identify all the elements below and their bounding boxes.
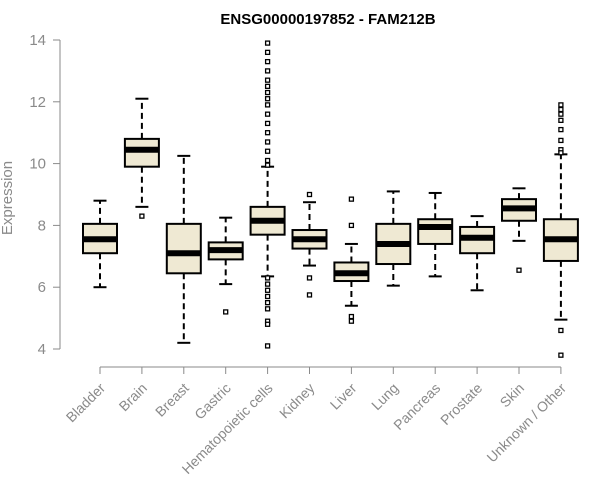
outlier-point (558, 352, 564, 358)
box-series (82, 40, 579, 358)
box-brain (123, 97, 160, 219)
y-tick-label: 12 (29, 94, 46, 111)
outlier-point (264, 49, 271, 56)
x-tick-label: Unknown / Other (483, 380, 569, 466)
iqr-box (417, 218, 454, 245)
outlier-point (558, 126, 564, 133)
y-tick-label: 4 (38, 341, 46, 358)
outlier-point (306, 275, 313, 281)
box-lung (375, 190, 412, 287)
x-tick-label: Liver (327, 380, 360, 413)
y-tick-label: 6 (38, 279, 46, 296)
outlier-point (264, 343, 271, 349)
outlier-point (558, 117, 564, 123)
x-tick-label: Prostate (437, 380, 485, 428)
iqr-box (123, 137, 160, 168)
outlier-point (516, 267, 522, 273)
outlier-point (264, 77, 271, 83)
outlier-point (139, 213, 145, 219)
x-tick-label: Breast (152, 380, 192, 420)
outlier-point (306, 292, 313, 298)
x-tick-label: Lung (368, 380, 401, 413)
box-gastric (207, 216, 244, 315)
box-breast (165, 154, 202, 344)
outlier-point (264, 96, 271, 102)
outlier-point (348, 222, 355, 229)
outlier-point (264, 89, 271, 96)
iqr-box (165, 222, 202, 275)
box-hematopoietic-cells (249, 40, 286, 349)
outlier-point (558, 137, 564, 144)
outlier-point (558, 102, 564, 108)
box-unknown-other (542, 102, 579, 358)
x-tick-label: Brain (116, 380, 150, 414)
box-bladder (82, 199, 118, 289)
y-axis-label: Expression (0, 161, 16, 235)
outlier-point (264, 139, 271, 145)
outlier-point (264, 83, 271, 89)
outlier-point (264, 157, 271, 164)
outlier-point (264, 148, 271, 154)
chart-title: ENSG00000197852 - FAM212B (220, 11, 435, 28)
outlier-point (348, 196, 355, 202)
outlier-point (264, 306, 271, 312)
y-tick-label: 14 (29, 32, 46, 49)
outlier-point (264, 281, 271, 287)
x-tick-label: Kidney (276, 380, 318, 422)
outlier-point (264, 287, 271, 293)
outlier-point (558, 150, 564, 156)
outlier-point (264, 299, 271, 306)
y-tick-label: 8 (38, 217, 46, 234)
outlier-point (223, 309, 229, 315)
box-pancreas (417, 191, 454, 278)
outlier-point (264, 68, 271, 74)
outlier-point (264, 162, 271, 168)
x-tick-label: Skin (497, 380, 528, 411)
box-kidney (291, 191, 328, 298)
outlier-point (264, 321, 271, 327)
box-liver (333, 196, 370, 324)
outlier-point (558, 106, 564, 113)
outlier-point (264, 102, 271, 108)
outlier-point (348, 318, 355, 324)
outlier-point (264, 275, 271, 281)
box-skin (501, 187, 537, 273)
outlier-point (348, 313, 355, 320)
box-prostate (459, 215, 496, 292)
outlier-point (264, 293, 271, 300)
y-tick-label: 10 (29, 156, 46, 173)
outlier-point (558, 327, 564, 334)
outlier-point (264, 111, 271, 117)
outlier-point (264, 130, 271, 136)
x-tick-label: Pancreas (390, 380, 443, 433)
outlier-point (558, 111, 564, 117)
x-tick-label: Bladder (63, 380, 109, 426)
outlier-point (264, 120, 271, 127)
outlier-point (264, 58, 271, 65)
outlier-point (306, 191, 313, 198)
outlier-point (264, 40, 271, 46)
y-axis: 4 6 8 10 12 14 (29, 32, 61, 358)
